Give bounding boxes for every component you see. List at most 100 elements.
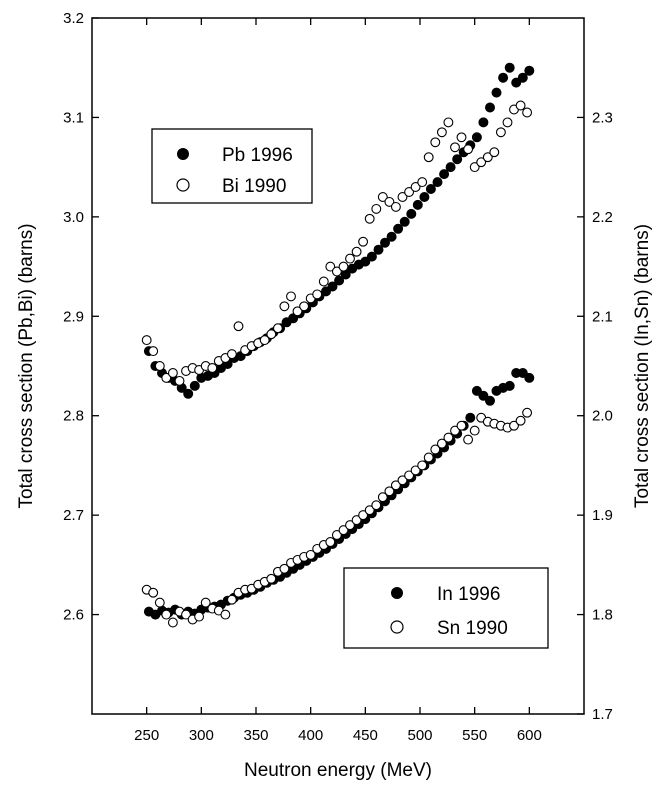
point-sn-1990 <box>220 609 231 620</box>
x-tick-label: 450 <box>353 727 378 744</box>
point-bi-1990 <box>338 261 349 272</box>
legend-marker-bi <box>176 178 190 192</box>
y-left-tick-label: 3.1 <box>63 109 84 126</box>
point-pb-1996 <box>189 380 200 391</box>
x-tick-label: 600 <box>517 727 542 744</box>
point-sn-1990 <box>358 510 369 521</box>
legend-label-pb: Pb 1996 <box>222 145 293 166</box>
point-in-1996 <box>478 390 489 401</box>
x-tick-label: 500 <box>407 727 432 744</box>
point-pb-1996 <box>425 183 436 194</box>
y-right-tick-label: 2.2 <box>592 209 613 226</box>
point-sn-1990 <box>450 425 460 436</box>
point-pb-1996 <box>419 191 430 202</box>
point-sn-1990 <box>338 525 349 536</box>
point-bi-1990 <box>417 177 428 188</box>
series-layer <box>141 62 535 628</box>
point-pb-1996 <box>452 154 463 165</box>
point-sn-1990 <box>463 434 474 445</box>
y-right-tick-label: 2.1 <box>592 308 613 325</box>
point-sn-1990 <box>167 617 178 628</box>
y-left-tick-label: 3.2 <box>63 10 84 27</box>
point-bi-1990 <box>174 375 185 386</box>
point-sn-1990 <box>305 549 316 560</box>
point-bi-1990 <box>456 132 467 143</box>
point-bi-1990 <box>161 372 172 383</box>
point-bi-1990 <box>522 107 533 118</box>
point-pb-1996 <box>478 117 489 128</box>
point-bi-1990 <box>482 152 493 163</box>
point-bi-1990 <box>430 137 441 148</box>
point-bi-1990 <box>476 157 487 168</box>
point-in-1996 <box>465 412 476 423</box>
point-bi-1990 <box>404 187 415 197</box>
axis-ticks: 250 300 350 400 450 500 550 600 2.6 2.7 2.8 2.9 3.0 3… <box>63 10 613 744</box>
point-sn-1990 <box>390 480 401 491</box>
legend-bottom-right-box <box>343 567 549 649</box>
point-bi-1990 <box>141 335 152 346</box>
point-bi-1990 <box>384 196 395 207</box>
point-sn-1990 <box>226 594 237 605</box>
point-pb-1996 <box>432 177 443 188</box>
point-bi-1990 <box>272 323 283 334</box>
point-bi-1990 <box>259 335 270 346</box>
point-in-1996 <box>524 372 535 383</box>
point-sn-1990 <box>345 520 355 531</box>
point-bi-1990 <box>397 192 408 202</box>
point-bi-1990 <box>154 361 165 371</box>
point-in-1996 <box>484 395 495 406</box>
point-pb-1996 <box>360 256 371 267</box>
point-pb-1996 <box>517 72 528 83</box>
point-bi-1990 <box>371 203 382 214</box>
point-pb-1996 <box>379 237 390 248</box>
point-pb-1996 <box>511 77 522 88</box>
point-sn-1990 <box>423 452 434 463</box>
point-sn-1990 <box>371 500 382 511</box>
point-bi-1990 <box>364 213 375 224</box>
point-sn-1990 <box>364 505 375 516</box>
point-pb-1996 <box>386 231 397 242</box>
point-pb-1996 <box>439 169 450 180</box>
point-sn-1990 <box>266 573 277 584</box>
point-bi-1990 <box>148 346 159 357</box>
point-pb-1996 <box>498 72 509 83</box>
legend-top-left: Pb 1996 Bi 1990 <box>151 128 313 204</box>
point-bi-1990 <box>443 117 454 128</box>
point-pb-1996 <box>412 199 423 210</box>
legend-label-sn: Sn 1990 <box>437 618 508 639</box>
point-sn-1990 <box>522 407 533 418</box>
x-tick-label: 550 <box>462 727 487 744</box>
point-sn-1990 <box>430 444 441 455</box>
point-bi-1990 <box>279 301 290 312</box>
y-right-tick-label: 2.3 <box>592 109 613 126</box>
point-bi-1990 <box>502 117 513 128</box>
legend-marker-sn <box>390 620 404 634</box>
point-sn-1990 <box>377 492 388 503</box>
point-pb-1996 <box>491 87 502 98</box>
y-left-tick-label: 2.8 <box>63 408 84 425</box>
point-bi-1990 <box>390 201 401 212</box>
x-tick-label: 250 <box>134 727 159 744</box>
y-left-tick-label: 2.6 <box>63 607 84 624</box>
point-sn-1990 <box>404 470 415 481</box>
point-bi-1990 <box>515 100 526 111</box>
x-tick-label: 400 <box>298 727 323 744</box>
point-pb-1996 <box>366 251 377 262</box>
point-bi-1990 <box>358 236 369 247</box>
legend-label-bi: Bi 1990 <box>222 176 286 197</box>
point-bi-1990 <box>463 144 474 155</box>
point-sn-1990 <box>384 486 395 497</box>
legend-top-left-box <box>151 128 313 204</box>
point-bi-1990 <box>410 182 421 192</box>
point-sn-1990 <box>397 475 408 486</box>
point-pb-1996 <box>327 281 338 292</box>
legend-marker-pb <box>177 148 189 160</box>
point-sn-1990 <box>351 515 362 526</box>
point-bi-1990 <box>469 162 480 173</box>
y-left-tick-label: 2.9 <box>63 308 84 325</box>
y-axis-right-title: Total cross section (In,Sn) (barns) <box>632 224 653 508</box>
point-pb-1996 <box>445 162 456 173</box>
point-bi-1990 <box>495 127 506 138</box>
point-pb-1996 <box>393 223 404 234</box>
